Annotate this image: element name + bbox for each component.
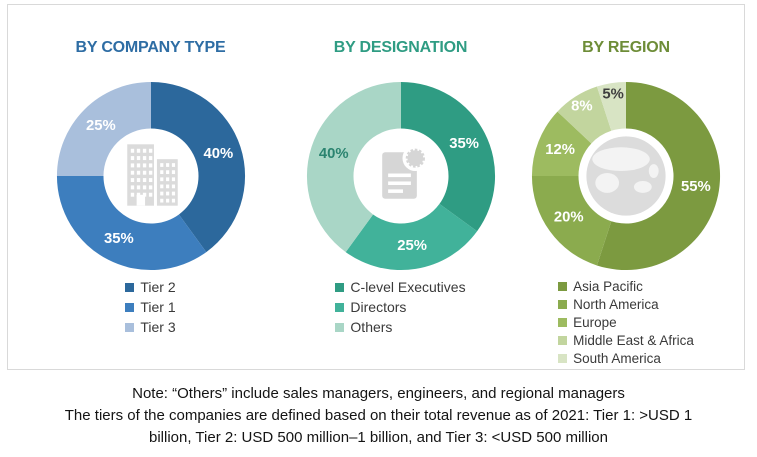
charts-panel: BY COMPANY TYPE 40% 35% 25% Tier 2 Tier 1 Ti… [7, 4, 745, 370]
donut-slice-europe [531, 111, 592, 176]
footnote: Note: “Others” include sales managers, e… [0, 383, 757, 449]
legend-label: North America [573, 296, 659, 312]
buildings-icon [126, 144, 178, 206]
slice-label-others: 40% [318, 146, 348, 162]
note-line-1: Note: “Others” include sales managers, e… [132, 385, 625, 402]
donut-slice-directors [345, 203, 477, 271]
chart-legend: Asia Pacific North America Europe Middle Ea… [558, 277, 694, 367]
legend-label: Tier 3 [140, 319, 176, 335]
slice-label-directors: 25% [397, 238, 427, 254]
chart-title: BY REGION [582, 39, 670, 56]
slice-label-europe: 12% [545, 142, 575, 158]
legend-wrap: Tier 2 Tier 1 Tier 3 [8, 277, 293, 337]
donut-slice-north-america [531, 176, 612, 266]
donut-slice-tier-1 [56, 176, 206, 271]
legend-label: Tier 2 [140, 279, 176, 295]
legend-swatch [558, 353, 568, 363]
chart-legend: C-level Executives Directors Others [335, 277, 466, 337]
legend-swatch [335, 302, 345, 312]
donut-slice-asia-pacific [596, 81, 721, 271]
legend-item-tier-3: Tier 3 [125, 317, 176, 337]
donut-chart-region: 55% 20% 12% 8% 5% [531, 81, 721, 271]
legend-swatch [125, 302, 135, 312]
legend-swatch [335, 282, 345, 292]
globe-icon [586, 136, 666, 216]
legend-label: Europe [573, 314, 617, 330]
legend-swatch [125, 282, 135, 292]
chart-title: BY DESIGNATION [333, 39, 468, 56]
slice-label-north-america: 20% [554, 210, 584, 226]
chart-by-company-type: BY COMPANY TYPE 40% 35% 25% Tier 2 Tier 1 Ti… [8, 39, 293, 369]
chart-by-designation: BY DESIGNATION 35% 25% 40% C-level Executi… [293, 39, 508, 369]
donut-chart-designation: 35% 25% 40% [306, 81, 495, 271]
legend-item-north-america: North America [558, 295, 694, 313]
slice-label-tier-2: 40% [203, 146, 233, 162]
donut-slice-south-america [596, 81, 626, 131]
legend-item-c-level-executives: C-level Executives [335, 277, 466, 297]
donut-slice-others [306, 81, 401, 253]
note-line-3: billion, Tier 2: USD 500 million–1 billi… [149, 429, 608, 446]
slice-label-south-america: 5% [602, 87, 623, 103]
legend-label: Directors [350, 299, 407, 315]
legend-swatch [125, 322, 135, 332]
legend-item-south-america: South America [558, 349, 694, 367]
legend-item-asia-pacific: Asia Pacific [558, 277, 694, 295]
chart-title: BY COMPANY TYPE [75, 39, 226, 56]
legend-label: Middle East & Africa [573, 332, 694, 348]
legend-item-middle-east-africa: Middle East & Africa [558, 331, 694, 349]
chart-by-region: BY REGION 55% 20% 12% 8% 5% Asia Pacific Nort… [508, 39, 744, 369]
legend-swatch [558, 299, 568, 309]
donut-slice-tier-3 [56, 81, 151, 176]
report-icon [381, 145, 428, 199]
legend-label: Asia Pacific [573, 278, 643, 294]
legend-label: Others [350, 319, 393, 335]
legend-swatch [558, 335, 568, 345]
slice-label-asia-pacific: 55% [681, 179, 711, 195]
legend-item-others: Others [335, 317, 465, 337]
note-line-2: The tiers of the companies are defined b… [64, 407, 693, 424]
chart-legend: Tier 2 Tier 1 Tier 3 [125, 277, 176, 337]
legend-item-tier-2: Tier 2 [125, 277, 176, 297]
legend-label: South America [573, 350, 661, 366]
slice-label-middle-east-africa: 8% [571, 98, 592, 114]
legend-swatch [558, 317, 568, 327]
legend-item-tier-1: Tier 1 [125, 297, 176, 317]
legend-label: C-level Executives [350, 279, 466, 295]
legend-item-europe: Europe [558, 313, 694, 331]
legend-swatch [335, 322, 345, 332]
slice-label-c-level-executives: 35% [449, 136, 479, 152]
legend-wrap: C-level Executives Directors Others [293, 277, 508, 337]
donut-chart-company-type: 40% 35% 25% [56, 81, 245, 271]
legend-swatch [558, 281, 568, 291]
slice-label-tier-1: 35% [103, 231, 133, 247]
donut-slice-tier-2 [150, 81, 245, 253]
slice-label-tier-3: 25% [86, 118, 116, 134]
donut-slice-middle-east-africa [557, 86, 612, 144]
legend-label: Tier 1 [140, 299, 176, 315]
legend-item-directors: Directors [335, 297, 465, 317]
legend-wrap: Asia Pacific North America Europe Middle Ea… [508, 277, 744, 368]
donut-slice-c-level-executives [400, 81, 495, 232]
